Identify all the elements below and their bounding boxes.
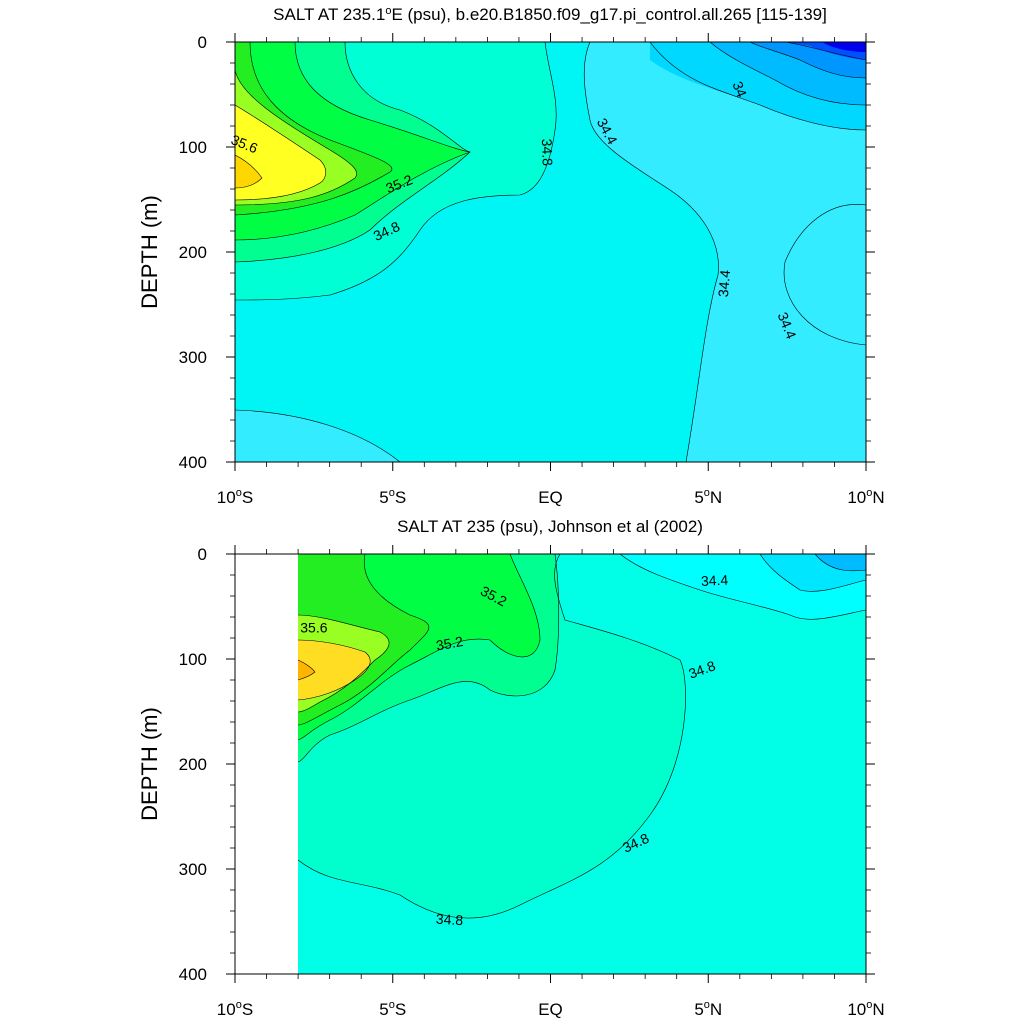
panel-observed-section: SALT AT 235 (psu), Johnson et al (2002): [137, 517, 885, 1019]
y-axis: 0 100 200 300 400: [179, 545, 875, 984]
band-34.4-34.6: [584, 42, 866, 462]
band-36.0-36.2: [298, 660, 315, 680]
x-tick-label: EQ: [538, 1000, 563, 1019]
contour-label: 35.2: [435, 633, 465, 654]
x-tick-label: 10oS: [217, 999, 253, 1019]
band-33.4-33.6: [822, 42, 866, 52]
contour-lines: [297, 554, 866, 919]
contour-label: 34.8: [436, 911, 464, 928]
y-tick-label: 400: [179, 453, 207, 472]
salinity-field: [235, 42, 866, 462]
contour-lines: [235, 42, 866, 462]
x-tick-label: 10oN: [847, 999, 884, 1019]
x-axis: 10oS 5oS EQ 5oN 10oN: [217, 545, 885, 1019]
x-tick-label: 5oN: [694, 487, 722, 507]
band-34.6-34.8: [298, 554, 866, 974]
y-tick-label: 400: [179, 965, 207, 984]
y-axis-label: DEPTH (m): [137, 707, 162, 821]
contour-label: 34.8: [539, 138, 556, 166]
y-tick-label: 0: [198, 545, 207, 564]
y-tick-label: 100: [179, 650, 207, 669]
y-tick-label: 200: [179, 243, 207, 262]
band-36.0-36.2: [235, 155, 262, 188]
panel-title: SALT AT 235 (psu), Johnson et al (2002): [397, 517, 703, 536]
x-tick-label: 5oS: [379, 487, 406, 507]
panel-model-section: SALT AT 235.1oE (psu), b.e20.B1850.f09_g…: [137, 5, 885, 507]
y-tick-label: 200: [179, 755, 207, 774]
band-34.4-34.6-deep: [235, 410, 400, 462]
x-axis: 10oS 5oS EQ 5oN 10oN: [217, 33, 885, 507]
y-axis-label: DEPTH (m): [137, 195, 162, 309]
y-axis: 0 100 200 300 400: [179, 33, 875, 472]
band-35.8-36.0: [298, 640, 371, 700]
y-tick-label: 100: [179, 138, 207, 157]
contour-label: 34: [729, 79, 750, 100]
y-tick-label: 300: [179, 860, 207, 879]
x-tick-label: EQ: [538, 488, 563, 507]
y-tick-label: 0: [198, 33, 207, 52]
contour-label: 34.4: [715, 269, 733, 298]
y-tick-label: 300: [179, 348, 207, 367]
contour-label: 34.4: [701, 572, 729, 589]
panel-title: SALT AT 235.1oE (psu), b.e20.B1850.f09_g…: [273, 5, 827, 24]
band-34.4-34.6-lens: [784, 204, 866, 345]
no-data-region: [235, 554, 298, 974]
band-34.0-34.2: [815, 554, 866, 571]
contour-label: 35.6: [300, 620, 327, 636]
x-tick-label: 5oS: [379, 999, 406, 1019]
salinity-field: [298, 554, 866, 974]
x-tick-label: 10oN: [847, 487, 884, 507]
x-tick-label: 10oS: [217, 487, 253, 507]
x-tick-label: 5oN: [694, 999, 722, 1019]
